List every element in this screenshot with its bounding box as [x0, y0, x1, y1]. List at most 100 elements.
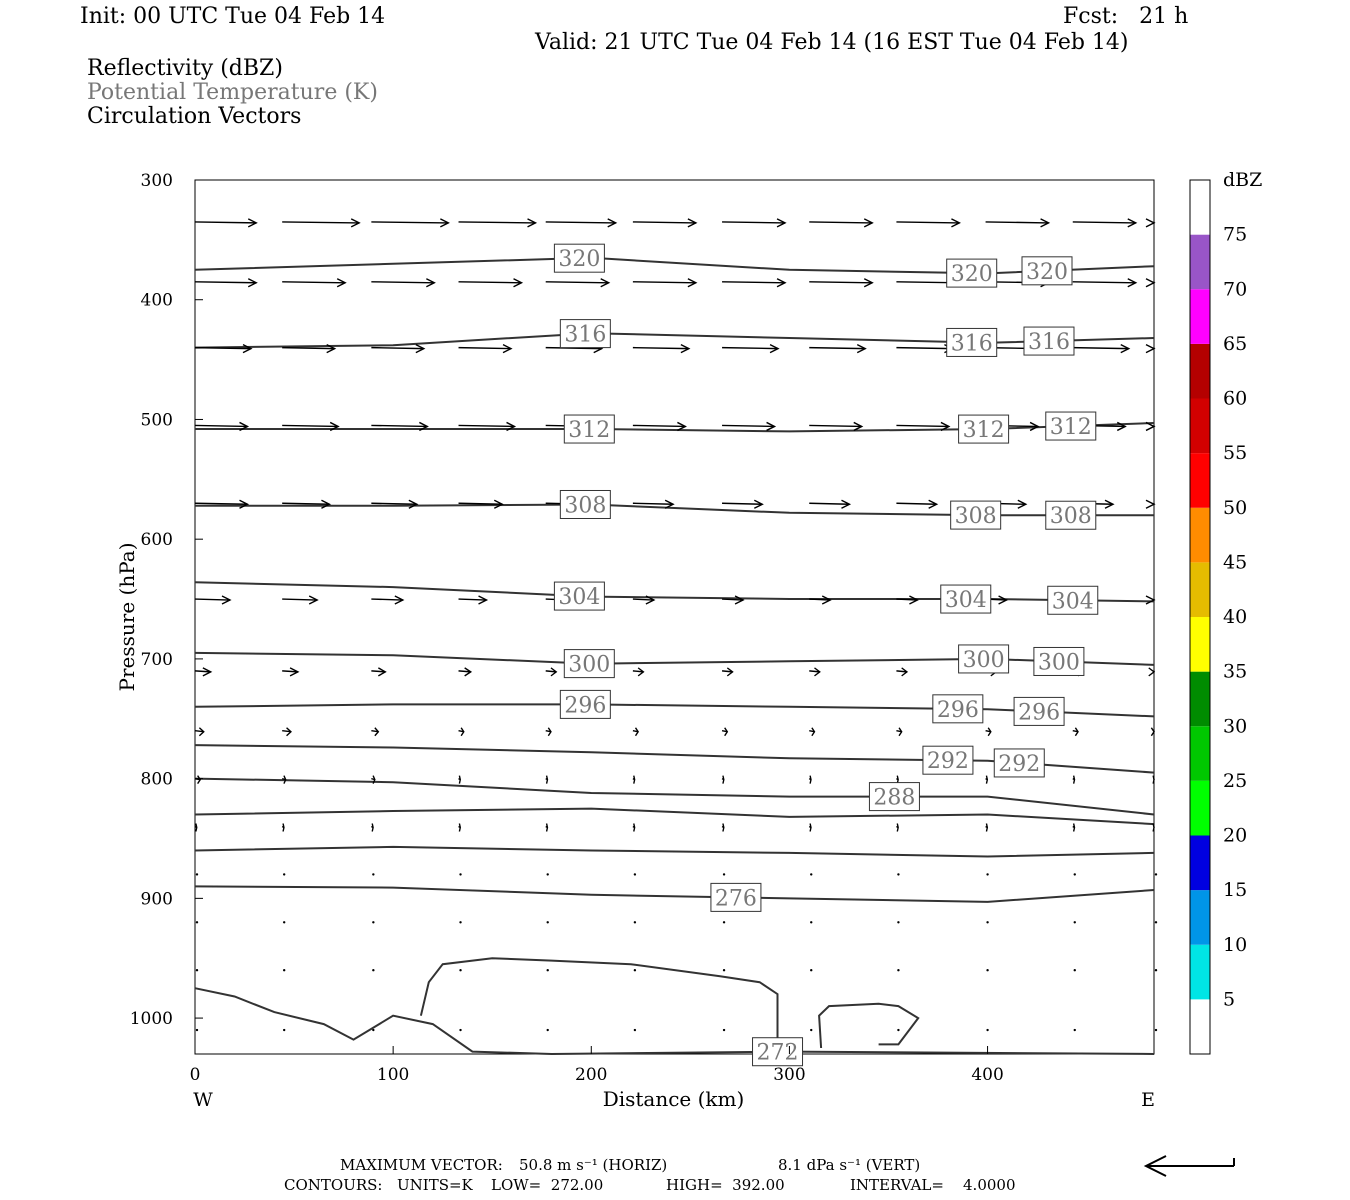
y-tick-label-500: 500 — [141, 410, 173, 430]
vector-calm-dot — [897, 873, 900, 876]
vector-head — [985, 775, 989, 784]
vector-head — [550, 667, 558, 677]
vector-head — [987, 727, 992, 737]
colorbar-segment — [1190, 562, 1210, 617]
vector-calm-dot — [282, 1028, 286, 1032]
vector-calm-dot — [1154, 921, 1158, 924]
y-axis-title: Pressure (hPa) — [115, 543, 139, 692]
vector-head — [633, 823, 636, 832]
vector-head — [374, 727, 380, 737]
vector-shaft — [371, 670, 386, 673]
vector-head — [677, 421, 687, 432]
vector-head — [1127, 278, 1138, 288]
colorbar-segment — [1190, 289, 1210, 344]
contour-label-308: 308 — [564, 493, 606, 518]
vector-head — [753, 499, 764, 509]
vector-head — [898, 727, 903, 737]
vector-calm-dot — [372, 873, 375, 876]
contour-label-292: 292 — [998, 752, 1040, 777]
vector-calm-dot — [195, 921, 199, 924]
vector-calm-dot — [459, 873, 462, 876]
contour-low: LOW= 272.00 — [491, 1176, 604, 1194]
vector-shaft — [896, 346, 953, 350]
contour-high: HIGH= 392.00 — [666, 1176, 785, 1194]
y-tick-label-900: 900 — [141, 889, 173, 909]
vector-calm-dot — [986, 1028, 989, 1032]
colorbar-segment — [1190, 780, 1210, 836]
vector-calm-dot — [195, 873, 199, 876]
vector-head — [478, 595, 489, 605]
vector-calm-dot — [633, 968, 637, 972]
colorbar-tick-70: 70 — [1223, 278, 1247, 300]
vector-head — [1145, 499, 1156, 509]
vector-calm-dot — [633, 921, 637, 924]
colorbar-segment — [1190, 944, 1210, 1000]
vector-head — [460, 727, 465, 737]
vector-calm-dot — [282, 968, 286, 972]
vector-shaft — [282, 221, 360, 224]
colorbar-segment — [1190, 671, 1210, 727]
contour-label-box — [553, 581, 605, 611]
vector-head — [1145, 421, 1156, 432]
contour-line-284 — [194, 807, 1155, 826]
circulation-vectors — [194, 218, 1158, 1032]
vector-calm-dot — [986, 873, 989, 876]
vector-calm-dot — [1073, 921, 1076, 924]
vector-head — [809, 823, 812, 832]
colorbar-border — [1189, 179, 1211, 1055]
contour-label-272: 272 — [757, 1041, 799, 1066]
vector-shaft — [194, 281, 257, 284]
vector-head — [506, 421, 517, 432]
vector-shaft — [722, 502, 763, 505]
vector-head — [419, 421, 429, 432]
colorbar-tick-15: 15 — [1223, 879, 1247, 901]
vector-calm-dot — [633, 1028, 637, 1032]
vector-head — [394, 595, 405, 605]
vector-head — [458, 823, 461, 832]
contour-label-304: 304 — [558, 585, 600, 610]
vector-calm-dot — [195, 1028, 199, 1032]
colorbar-segment — [1190, 343, 1210, 399]
vector-head — [928, 499, 939, 509]
vector-head — [1017, 499, 1028, 509]
vector-head — [863, 278, 874, 288]
vector-calm-dot — [897, 1028, 900, 1032]
contour-line-312 — [195, 422, 1155, 433]
max-vector-horiz: 50.8 m s⁻¹ (HORIZ) — [519, 1156, 668, 1174]
field-circulation-vectors: Circulation Vectors — [87, 104, 302, 129]
vector-head — [726, 667, 734, 677]
y-tick-label-300: 300 — [141, 171, 173, 191]
vector-shaft — [458, 670, 471, 673]
vector-head — [769, 343, 780, 354]
vector-head — [464, 667, 473, 677]
vector-shaft — [722, 424, 775, 428]
vector-calm-dot — [459, 1028, 462, 1032]
contour-272-cell-2 — [818, 1002, 920, 1049]
x-tick-label-0: 0 — [190, 1065, 201, 1085]
x-end-label-west: W — [193, 1089, 213, 1111]
vector-calm-dot — [1154, 1028, 1158, 1032]
vector-shaft — [632, 221, 696, 224]
vector-head — [901, 667, 909, 677]
vector-shaft — [809, 346, 866, 350]
reference-vector-arrow — [1143, 1155, 1235, 1177]
colorbar-segment — [1190, 453, 1210, 508]
vector-head — [282, 823, 285, 832]
y-tick-label-700: 700 — [141, 650, 173, 670]
vector-head — [687, 278, 698, 288]
axes: 300 400 500 600 700 800 900 1000 0 100 200 300 400 W E… — [115, 171, 1155, 1111]
contour-label-316: 316 — [564, 323, 606, 348]
vector-head — [242, 343, 253, 354]
vector-head — [247, 278, 258, 288]
vector-head — [1074, 727, 1079, 737]
vector-shaft — [722, 221, 786, 224]
vector-head — [1029, 421, 1040, 432]
colorbar-segment — [1190, 835, 1210, 891]
colorbar-segment — [1190, 507, 1210, 563]
vector-head — [722, 775, 725, 784]
vector-shaft — [632, 281, 696, 284]
vector-shaft — [458, 502, 503, 505]
y-tick-label-800: 800 — [141, 770, 173, 790]
vector-head — [1152, 823, 1155, 832]
vector-calm-dot — [810, 1028, 813, 1032]
